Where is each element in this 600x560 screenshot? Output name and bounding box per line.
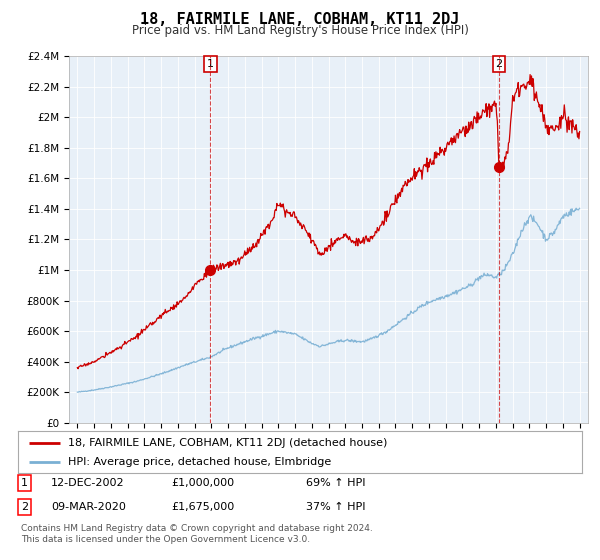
- Text: 09-MAR-2020: 09-MAR-2020: [51, 502, 126, 512]
- Text: Price paid vs. HM Land Registry's House Price Index (HPI): Price paid vs. HM Land Registry's House …: [131, 24, 469, 36]
- Text: 2: 2: [21, 502, 28, 512]
- Text: 69% ↑ HPI: 69% ↑ HPI: [306, 478, 365, 488]
- Text: 2: 2: [496, 59, 503, 69]
- Text: 37% ↑ HPI: 37% ↑ HPI: [306, 502, 365, 512]
- Text: Contains HM Land Registry data © Crown copyright and database right 2024.: Contains HM Land Registry data © Crown c…: [21, 524, 373, 533]
- Text: £1,000,000: £1,000,000: [171, 478, 234, 488]
- Text: 1: 1: [21, 478, 28, 488]
- Text: This data is licensed under the Open Government Licence v3.0.: This data is licensed under the Open Gov…: [21, 535, 310, 544]
- Text: 18, FAIRMILE LANE, COBHAM, KT11 2DJ: 18, FAIRMILE LANE, COBHAM, KT11 2DJ: [140, 12, 460, 27]
- Text: 18, FAIRMILE LANE, COBHAM, KT11 2DJ (detached house): 18, FAIRMILE LANE, COBHAM, KT11 2DJ (det…: [68, 437, 387, 447]
- Text: 12-DEC-2002: 12-DEC-2002: [51, 478, 125, 488]
- Text: 1: 1: [207, 59, 214, 69]
- Text: £1,675,000: £1,675,000: [171, 502, 234, 512]
- Text: HPI: Average price, detached house, Elmbridge: HPI: Average price, detached house, Elmb…: [68, 457, 331, 467]
